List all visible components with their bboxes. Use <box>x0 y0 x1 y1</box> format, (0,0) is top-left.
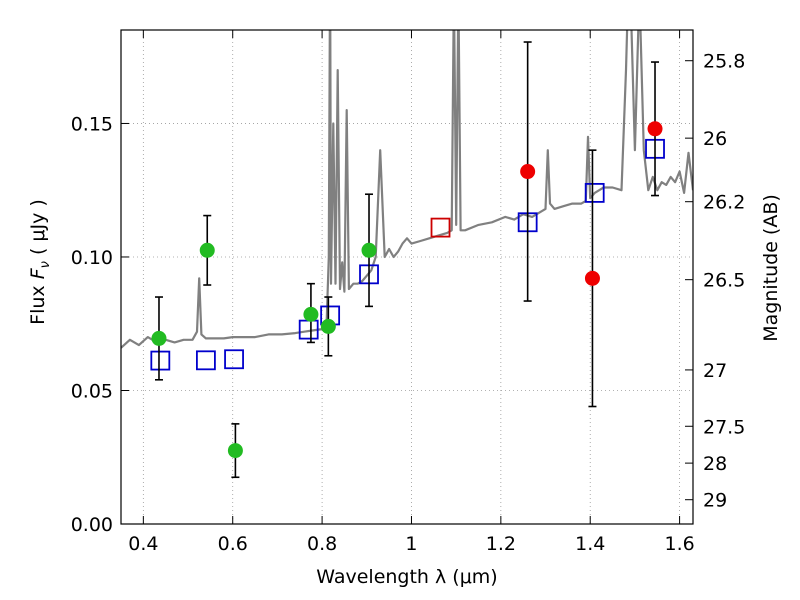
axis-ticks <box>121 30 693 525</box>
x-axis-title: Wavelength λ (μm) <box>316 566 497 588</box>
x-tick-label: 1.2 <box>486 533 516 555</box>
observed-point-red <box>647 121 663 137</box>
y-tick-label: 0.05 <box>71 380 113 402</box>
y2-tick-label: 26.5 <box>703 270 745 292</box>
y2-tick-label: 28 <box>703 453 727 475</box>
observed-point-green <box>361 242 377 258</box>
x-tick-label: 1.4 <box>575 533 605 555</box>
model-spectrum-line <box>121 30 693 349</box>
y2-tick-label: 25.8 <box>703 51 745 73</box>
model-photometry-box <box>150 350 171 371</box>
model-spectrum-group <box>121 30 693 349</box>
model-photometry-box <box>224 349 244 370</box>
y-tick-label: 0.10 <box>71 247 113 269</box>
y2-axis-title: Magnitude (AB) <box>760 194 782 342</box>
x-tick-label: 0.6 <box>218 533 248 555</box>
observed-point-red <box>584 270 600 286</box>
y2-tick-label: 29 <box>703 490 727 512</box>
y-axis-title: Flux Fν ( μJy ) <box>27 199 53 325</box>
observed-point-green <box>303 306 319 322</box>
x-tick-label: 1.6 <box>664 533 694 555</box>
observed-points-group <box>151 121 663 459</box>
model-photometry-box <box>584 182 605 203</box>
y2-tick-label: 26 <box>703 128 727 150</box>
observed-point-green <box>227 443 243 459</box>
observed-point-red <box>520 164 536 180</box>
y2-tick-label: 27 <box>703 360 727 382</box>
observed-point-green <box>151 330 167 346</box>
y-tick-label: 0.00 <box>71 514 113 536</box>
y-tick-label: 0.15 <box>71 113 113 135</box>
tick-labels: 0.4 0.6 0.8 1 1.2 1.4 1.6 0.00 0.05 0.10 0.15 25.8 2… <box>71 51 746 555</box>
plot-frame <box>120 29 694 525</box>
model-photometry-box <box>430 217 451 238</box>
y2-tick-label: 27.5 <box>703 416 745 438</box>
observed-point-green <box>320 318 336 334</box>
x-tick-label: 0.8 <box>307 533 337 555</box>
x-tick-label: 1 <box>405 533 417 555</box>
observed-point-green <box>199 242 215 258</box>
y2-tick-label: 26.2 <box>703 192 745 214</box>
x-tick-label: 0.4 <box>128 533 158 555</box>
model-photometry-box <box>196 350 216 371</box>
